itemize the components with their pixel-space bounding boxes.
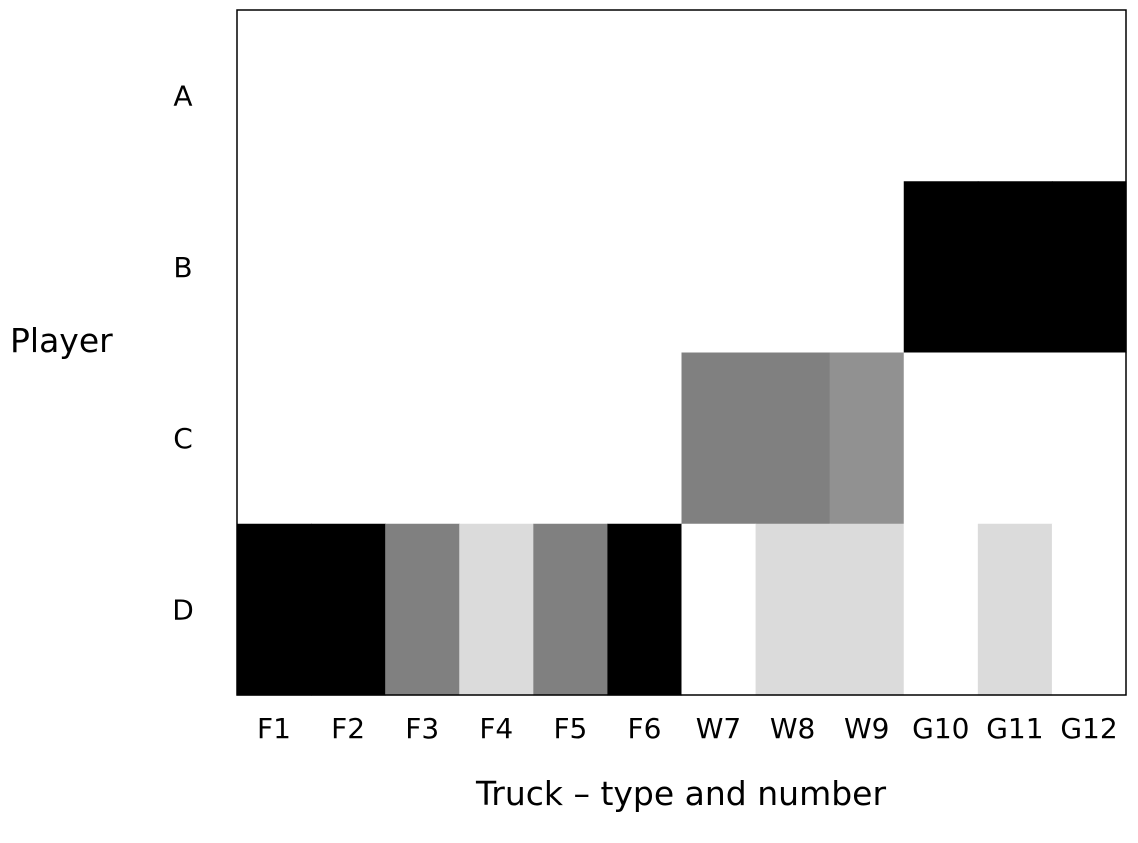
heatmap-cell-D-W8 bbox=[755, 523, 831, 696]
heatmap-cell-D-F1 bbox=[237, 523, 312, 696]
heatmap-cell-D-G10 bbox=[903, 523, 979, 696]
heatmap-cell-A-W8 bbox=[755, 10, 831, 182]
heatmap-cells bbox=[237, 10, 1127, 696]
heatmap-cell-C-F6 bbox=[607, 352, 683, 525]
heatmap-cell-C-W9 bbox=[829, 352, 905, 525]
heatmap-cell-B-G12 bbox=[1051, 181, 1127, 354]
y-axis-title: Player bbox=[10, 321, 113, 360]
heatmap-cell-C-F2 bbox=[311, 352, 386, 525]
y-tick-labels: A B C D bbox=[172, 80, 194, 627]
y-tick-label: B bbox=[173, 251, 192, 284]
x-tick-label: W8 bbox=[770, 712, 816, 745]
x-tick-labels: F1 F2 F3 F4 F5 F6 W7 W8 W9 G10 G11 G12 bbox=[257, 712, 1118, 745]
heatmap-cell-D-F6 bbox=[607, 523, 683, 696]
heatmap-cell-C-F5 bbox=[533, 352, 609, 525]
heatmap-cell-C-G10 bbox=[903, 352, 979, 525]
heatmap-cell-B-F1 bbox=[237, 181, 312, 354]
heatmap-cell-D-F5 bbox=[533, 523, 609, 696]
heatmap-cell-A-G11 bbox=[977, 10, 1053, 182]
heatmap-cell-D-G11 bbox=[977, 523, 1053, 696]
heatmap-cell-C-F3 bbox=[385, 352, 460, 525]
heatmap-cell-D-F2 bbox=[311, 523, 386, 696]
x-tick-label: G12 bbox=[1060, 712, 1117, 745]
heatmap-cell-B-G10 bbox=[903, 181, 979, 354]
x-tick-label: W7 bbox=[696, 712, 742, 745]
x-tick-label: G10 bbox=[912, 712, 969, 745]
heatmap-cell-C-F4 bbox=[459, 352, 534, 525]
heatmap-cell-B-F3 bbox=[385, 181, 460, 354]
x-tick-label: F3 bbox=[405, 712, 439, 745]
heatmap-cell-D-W7 bbox=[681, 523, 757, 696]
heatmap-cell-B-W9 bbox=[829, 181, 905, 354]
heatmap-cell-A-F5 bbox=[533, 10, 609, 182]
heatmap-cell-B-F2 bbox=[311, 181, 386, 354]
heatmap-cell-D-W9 bbox=[829, 523, 905, 696]
heatmap-cell-C-G12 bbox=[1051, 352, 1127, 525]
heatmap-cell-B-G11 bbox=[977, 181, 1053, 354]
heatmap-cell-B-W7 bbox=[681, 181, 757, 354]
heatmap-cell-C-W7 bbox=[681, 352, 757, 525]
heatmap-cell-A-G10 bbox=[903, 10, 979, 182]
heatmap-cell-B-W8 bbox=[755, 181, 831, 354]
heatmap-cell-A-F2 bbox=[311, 10, 386, 182]
heatmap-cell-D-F3 bbox=[385, 523, 460, 696]
y-tick-label: C bbox=[173, 422, 193, 455]
y-tick-label: A bbox=[173, 80, 192, 113]
heatmap-cell-A-F3 bbox=[385, 10, 460, 182]
heatmap-cell-C-F1 bbox=[237, 352, 312, 525]
heatmap-cell-C-W8 bbox=[755, 352, 831, 525]
x-tick-label: G11 bbox=[986, 712, 1043, 745]
x-tick-label: F4 bbox=[479, 712, 513, 745]
heatmap-cell-B-F5 bbox=[533, 181, 609, 354]
x-tick-label: F1 bbox=[257, 712, 291, 745]
x-tick-label: F5 bbox=[553, 712, 587, 745]
heatmap-cell-D-G12 bbox=[1051, 523, 1127, 696]
heatmap-cell-A-F4 bbox=[459, 10, 534, 182]
plot-frame bbox=[236, 9, 1127, 696]
heatmap-cell-C-G11 bbox=[977, 352, 1053, 525]
heatmap-cell-A-W7 bbox=[681, 10, 757, 182]
heatmap-cell-B-F4 bbox=[459, 181, 534, 354]
heatmap-cell-A-F1 bbox=[237, 10, 312, 182]
heatmap-cell-A-F6 bbox=[607, 10, 683, 182]
y-tick-label: D bbox=[172, 593, 194, 626]
heatmap-cell-B-F6 bbox=[607, 181, 683, 354]
x-tick-label: W9 bbox=[844, 712, 890, 745]
heatmap-cell-A-G12 bbox=[1051, 10, 1127, 182]
x-tick-label: F2 bbox=[331, 712, 365, 745]
heatmap-cell-D-F4 bbox=[459, 523, 534, 696]
x-tick-label: F6 bbox=[628, 712, 662, 745]
heatmap-cell-A-W9 bbox=[829, 10, 905, 182]
x-axis-title: Truck – type and number bbox=[475, 774, 887, 813]
